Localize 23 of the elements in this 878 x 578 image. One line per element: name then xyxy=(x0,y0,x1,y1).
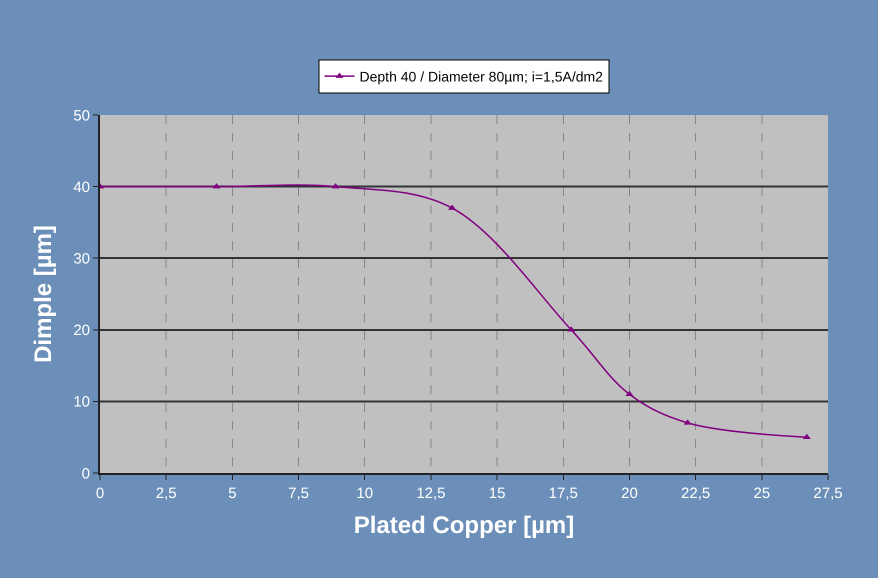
y-tick-label: 50 xyxy=(73,107,90,124)
x-tick-label: 12,5 xyxy=(416,485,446,502)
y-tick-label: 0 xyxy=(82,465,90,482)
x-tick-label: 22,5 xyxy=(681,485,710,502)
x-tick-label: 27,5 xyxy=(813,485,843,502)
x-tick-label: 17,5 xyxy=(548,485,578,502)
x-tick-label: 10 xyxy=(356,485,374,502)
x-tick-label: 0 xyxy=(96,485,104,502)
point xyxy=(684,419,692,425)
x-tick-label: 25 xyxy=(753,485,770,502)
y-tick-label: 10 xyxy=(73,394,90,411)
y-tick-label: 20 xyxy=(73,322,90,340)
x-tick-label: 15 xyxy=(488,485,506,502)
x-tick-label: 7,5 xyxy=(288,485,309,502)
x-tick-label: 20 xyxy=(621,485,638,502)
x-tick-label: 5 xyxy=(228,485,237,502)
x-axis-title: Plated Copper [µm] xyxy=(354,512,574,539)
point xyxy=(567,326,576,332)
x-tick-label: 2,5 xyxy=(156,485,177,502)
legend-label: Depth 40 / Diameter 80µm; i=1,5A/dm2 xyxy=(360,68,604,85)
y-tick-label: 30 xyxy=(73,250,90,268)
y-tick-label: 40 xyxy=(73,178,90,196)
y-axis-title: Dimple [µm] xyxy=(30,225,57,363)
